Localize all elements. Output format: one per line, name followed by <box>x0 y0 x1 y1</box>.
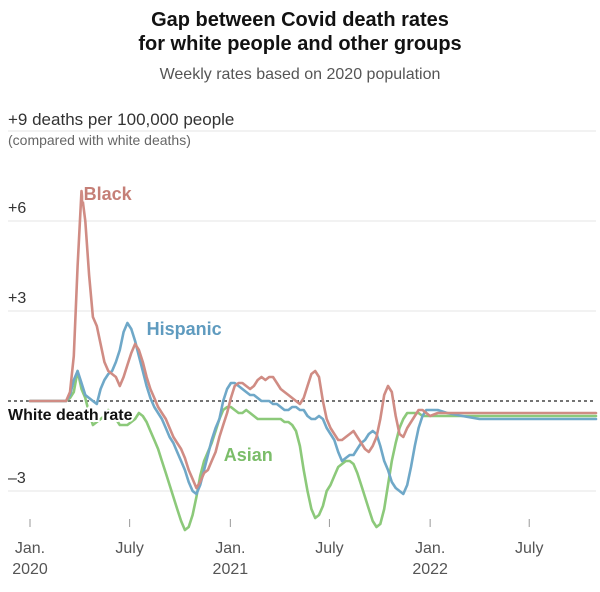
series-line-asian <box>28 369 598 532</box>
y-tick-label: –3 <box>8 470 26 487</box>
series-line-hispanic <box>28 321 598 496</box>
x-tick-label: Jan. <box>415 540 445 557</box>
x-tick-label: July <box>315 540 343 557</box>
chart-title: Gap between Covid death rates for white … <box>138 9 462 55</box>
x-tick-sublabel: 2022 <box>412 561 448 578</box>
y-axis-note: (compared with white deaths) <box>8 132 191 148</box>
series-label-asian: Asian <box>224 445 273 465</box>
series-line-black <box>28 189 598 490</box>
x-tick-label: Jan. <box>15 540 45 557</box>
y-tick-label: +3 <box>8 290 26 307</box>
x-tick-label: July <box>115 540 143 557</box>
chart-subtitle: Weekly rates based on 2020 population <box>159 66 441 83</box>
series-label-black: Black <box>84 184 133 204</box>
x-tick-label: Jan. <box>215 540 245 557</box>
y-axis-label: +9 deaths per 100,000 people <box>8 110 235 129</box>
y-tick-label: +6 <box>8 200 26 217</box>
x-tick-sublabel: 2021 <box>213 561 249 578</box>
x-tick-sublabel: 2020 <box>12 561 48 578</box>
baseline-label: White death rate <box>8 407 133 424</box>
series-label-hispanic: Hispanic <box>147 319 222 339</box>
x-tick-label: July <box>515 540 543 557</box>
